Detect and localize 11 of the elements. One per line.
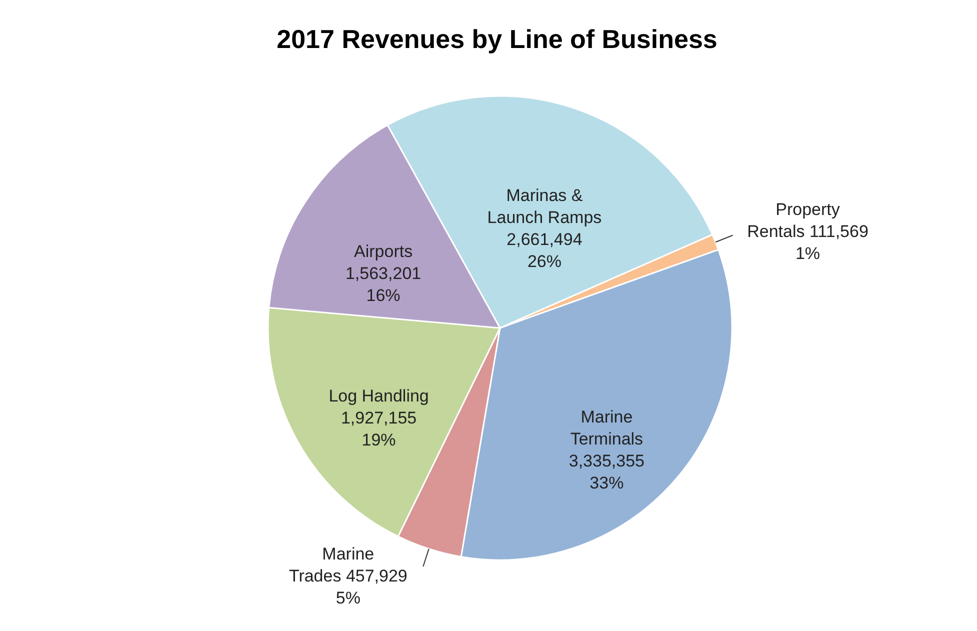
slice-label: Airports bbox=[354, 242, 413, 262]
slice-label: Property Rentals 111,569 1% bbox=[747, 200, 868, 264]
data-label: 2,661,494 26% bbox=[506, 230, 582, 272]
data-label: 3,335,355 33% bbox=[568, 451, 645, 492]
data-label: 1,563,201 16% bbox=[345, 264, 422, 306]
slice-label: Marine Terminals bbox=[570, 407, 644, 448]
slice-label: Log Handling bbox=[328, 386, 429, 406]
data-label: 1,927,155 19% bbox=[340, 408, 417, 450]
slice-label: Marine Trades 457,929 5% bbox=[288, 544, 408, 608]
slice-label: Marinas & Launch Ramps bbox=[487, 186, 602, 228]
chart-title: 2017 Revenues by Line of Business bbox=[276, 24, 718, 54]
